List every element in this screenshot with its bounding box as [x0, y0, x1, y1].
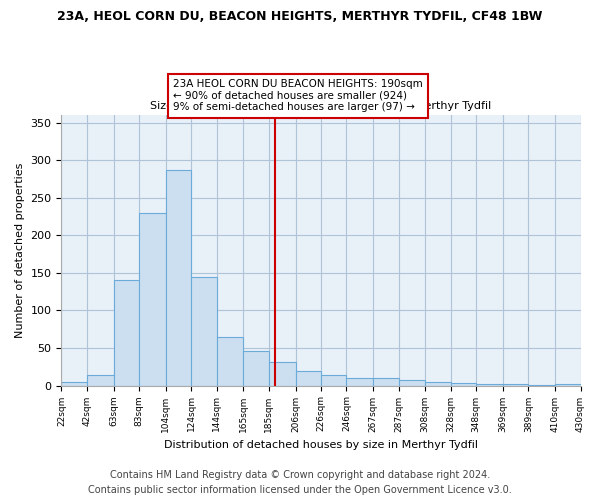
Bar	[346, 378, 373, 386]
Bar	[191, 278, 217, 386]
Bar	[451, 384, 476, 386]
Bar	[503, 384, 529, 386]
Bar	[321, 375, 346, 386]
Bar	[296, 370, 321, 386]
Bar	[476, 384, 503, 386]
Bar	[113, 280, 139, 386]
Bar	[373, 378, 398, 386]
X-axis label: Distribution of detached houses by size in Merthyr Tydfil: Distribution of detached houses by size …	[164, 440, 478, 450]
Text: 23A, HEOL CORN DU, BEACON HEIGHTS, MERTHYR TYDFIL, CF48 1BW: 23A, HEOL CORN DU, BEACON HEIGHTS, MERTH…	[58, 10, 542, 23]
Bar	[217, 336, 244, 386]
Title: Size of property relative to detached houses in Merthyr Tydfil: Size of property relative to detached ho…	[151, 102, 491, 112]
Bar	[61, 382, 87, 386]
Bar	[87, 375, 113, 386]
Bar	[166, 170, 191, 386]
Y-axis label: Number of detached properties: Number of detached properties	[15, 162, 25, 338]
Bar	[529, 385, 555, 386]
Bar	[425, 382, 451, 386]
Bar	[244, 351, 269, 386]
Text: 23A HEOL CORN DU BEACON HEIGHTS: 190sqm
← 90% of detached houses are smaller (92: 23A HEOL CORN DU BEACON HEIGHTS: 190sqm …	[173, 79, 423, 112]
Bar	[139, 212, 166, 386]
Bar	[555, 384, 581, 386]
Bar	[269, 362, 296, 386]
Bar	[398, 380, 425, 386]
Text: Contains HM Land Registry data © Crown copyright and database right 2024.
Contai: Contains HM Land Registry data © Crown c…	[88, 470, 512, 495]
